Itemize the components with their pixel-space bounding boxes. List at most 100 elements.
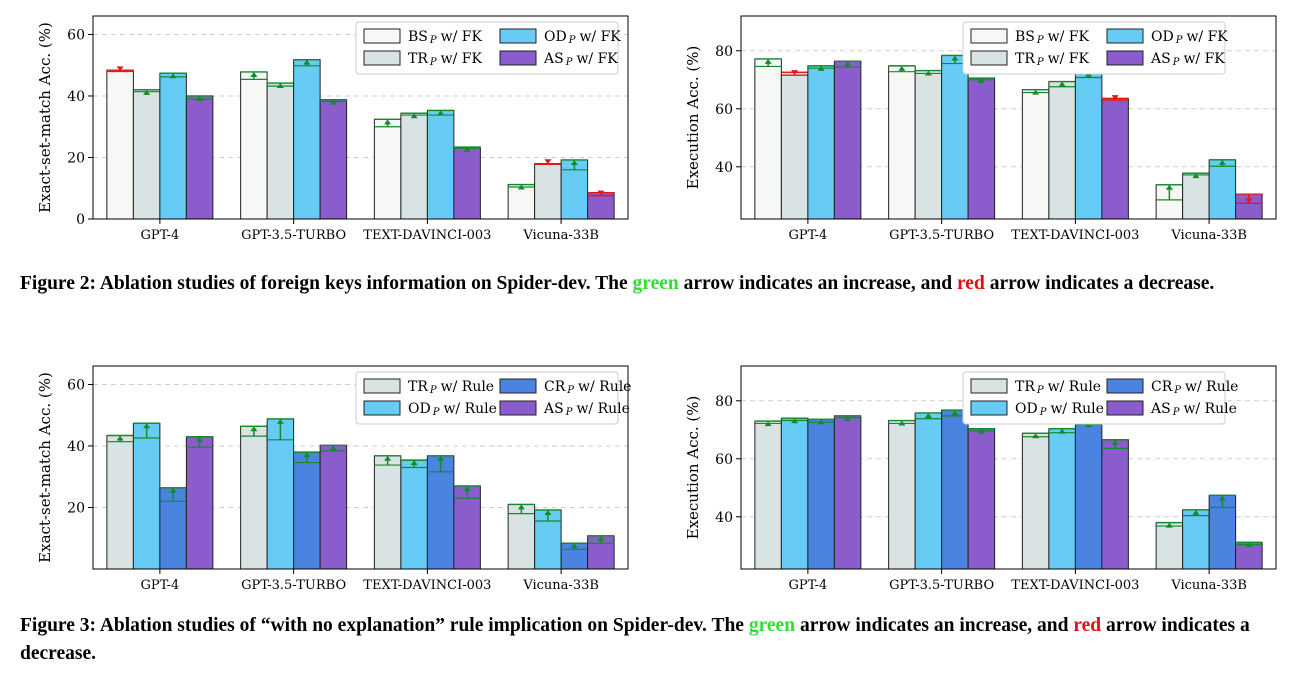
fig2-ex-bar-od-vicuna-33b xyxy=(1208,159,1237,220)
fig2-ex-bar-as-gpt-3-5-turbo xyxy=(967,77,996,220)
fig2-ex-frame xyxy=(740,15,1277,220)
fig3-esm-arrow-head-tr-vicuna-33b xyxy=(517,504,525,510)
fig3-ex-ylabel: Execution Acc. (%) xyxy=(684,396,702,540)
fig3-ex-ytick-label-2: 80 xyxy=(715,394,733,410)
fig2-ex-ytick-label-2: 80 xyxy=(715,44,733,60)
fig2-esm-bar-as-gpt-3-5-turbo xyxy=(319,99,348,220)
fig3-ex-arrow-head-tr-vicuna-33b xyxy=(1165,522,1173,528)
fig2-esm-ytick-label-1: 20 xyxy=(67,150,85,166)
fig3-esm-bar-tr-vicuna-33b xyxy=(507,503,536,570)
fig3-ex-legend-swatch-tr xyxy=(970,378,1008,394)
fig3-ex-bar-tr-gpt-4 xyxy=(754,420,782,570)
fig3-esm-arrow-head-tr-text-davinci-003 xyxy=(384,455,392,461)
fig3-esm-bar-od-gpt-3-5-turbo xyxy=(266,418,295,570)
fig2-ex-xtick-label-gpt-4: GPT-4 xyxy=(788,228,827,243)
fig2-esm-arrow-head-tr-text-davinci-003 xyxy=(410,113,418,119)
fig2-ex-legend-swatch-bs xyxy=(970,28,1008,44)
fig3-esm-legend-swatch-as xyxy=(499,400,537,416)
fig2-esm-arrow-head-tr-gpt-3-5-turbo xyxy=(276,83,284,89)
figure-2-green-word: green xyxy=(632,273,679,294)
fig3-esm-arrow-head-od-gpt-3-5-turbo xyxy=(276,418,284,424)
fig2-esm-arrow-head-bs-text-davinci-003 xyxy=(384,119,392,125)
fig3-ex-bar-cr-gpt-4 xyxy=(807,418,835,570)
fig2-esm-arrow-head-as-gpt-3-5-turbo xyxy=(329,99,337,105)
fig2-ex-chart: 40 60 80 Execution Acc. (%) GPT-4 GPT-3.5-TUR… xyxy=(648,0,1296,252)
fig3-esm-arrow-head-cr-gpt-4 xyxy=(169,487,177,493)
figure-2-red-word: red xyxy=(957,273,985,294)
fig2-ex-bar-bs-text-davinci-003 xyxy=(1021,89,1050,220)
fig3-ex-arrow-head-od-gpt-4 xyxy=(791,418,799,424)
fig2-esm-xtick-label-text-davinci-003: TEXT-DAVINCI-003 xyxy=(363,228,491,243)
fig3-esm-bar-tr-text-davinci-003 xyxy=(373,455,402,570)
fig2-ex-legend xyxy=(962,21,1226,75)
fig3-ex-bar-cr-text-davinci-003 xyxy=(1074,421,1103,570)
fig2-ex-bar-tr-gpt-3-5-turbo xyxy=(914,70,943,220)
fig3-ex-arrow-head-as-vicuna-33b xyxy=(1245,542,1253,548)
fig3-ex-arrow-head-od-text-davinci-003 xyxy=(1058,428,1066,434)
fig3-ex-bar-as-text-davinci-003 xyxy=(1101,439,1129,570)
fig2-esm-bar-bs-vicuna-33b xyxy=(507,184,536,220)
fig3-ex-arrow-head-cr-gpt-3-5-turbo xyxy=(951,410,959,416)
fig3-esm-bar-od-text-davinci-003 xyxy=(400,459,428,570)
fig3-ex-xtick-label-text-davinci-003: TEXT-DAVINCI-003 xyxy=(1011,578,1139,593)
fig3-esm-xtick-label-gpt-4: GPT-4 xyxy=(140,578,179,593)
fig3-ex-arrow-head-cr-text-davinci-003 xyxy=(1085,422,1093,428)
fig3-ex-xtick-label-gpt-3-5-turbo: GPT-3.5-TURBO xyxy=(889,578,994,593)
fig3-ex-bar-tr-vicuna-33b xyxy=(1155,522,1184,570)
fig3-esm-arrow-head-tr-gpt-4 xyxy=(116,435,124,441)
fig2-esm-bar-tr-text-davinci-003 xyxy=(400,112,428,220)
fig2-ex-bar-tr-gpt-4 xyxy=(780,71,809,220)
fig2-ex-arrow-head-as-gpt-4 xyxy=(844,61,852,67)
fig3-esm-arrow-head-od-text-davinci-003 xyxy=(410,460,418,466)
fig3-ex-arrow-head-as-gpt-4 xyxy=(844,415,852,421)
fig2-ex-arrow-head-od-vicuna-33b xyxy=(1218,159,1226,165)
fig2-ex-ylabel: Execution Acc. (%) xyxy=(684,46,702,190)
figure-3-label: Figure 3: xyxy=(20,615,97,636)
fig2-ex-arrow-head-tr-vicuna-33b xyxy=(1192,173,1200,179)
fig3-esm-arrow-head-cr-vicuna-33b xyxy=(570,543,578,549)
fig2-esm-bar-as-vicuna-33b xyxy=(587,192,615,220)
fig3-esm-chart: 20 40 60 Exact-set-match Acc. (%) GPT-4 GPT-3… xyxy=(0,350,648,602)
fig2-ex-xtick-label-vicuna-33b: Vicuna-33B xyxy=(1170,228,1247,243)
fig3-esm-bar-od-gpt-4 xyxy=(132,422,161,570)
fig2-esm-arrow-head-as-gpt-4 xyxy=(196,95,204,101)
fig3-ex-bar-od-gpt-3-5-turbo xyxy=(914,412,943,570)
fig3-esm-arrow-head-od-gpt-4 xyxy=(143,423,151,429)
fig3-esm-legend-swatch-cr xyxy=(499,378,537,394)
fig2-esm-legend-swatch-as xyxy=(499,50,537,66)
figure-2-caption-text: Ablation studies of foreign keys informa… xyxy=(99,273,628,294)
fig3-esm-ylabel: Exact-set-match Acc. (%) xyxy=(36,372,54,563)
fig2-ex-xtick-label-gpt-3-5-turbo: GPT-3.5-TURBO xyxy=(889,228,994,243)
fig2-esm-bar-bs-gpt-3-5-turbo xyxy=(240,71,268,220)
fig2-esm-bar-od-gpt-4 xyxy=(159,72,187,220)
fig2-ex-arrow-head-as-gpt-3-5-turbo xyxy=(977,78,985,84)
fig2-esm-bar-as-text-davinci-003 xyxy=(453,146,481,220)
figure-3-caption: Figure 3: Ablation studies of “with no e… xyxy=(20,612,1282,668)
fig3-ex-frame xyxy=(740,365,1277,570)
fig3-ex-legend xyxy=(962,371,1226,425)
fig3-esm-bar-as-text-davinci-003 xyxy=(453,485,481,570)
fig2-esm-arrow-head-od-vicuna-33b xyxy=(570,159,578,165)
fig3-ex-bar-od-gpt-4 xyxy=(780,417,809,570)
fig2-ex-ytick-label-0: 40 xyxy=(715,160,733,176)
figure-3-caption-text: Ablation studies of “with no explanation… xyxy=(99,615,744,636)
figure-3-caption-end: arrow indicates a decrease. xyxy=(20,615,1250,664)
fig2-esm-frame xyxy=(92,15,629,220)
fig2-ex-legend-swatch-as xyxy=(1106,50,1144,66)
fig2-esm-ytick-label-0: 0 xyxy=(76,212,85,228)
fig3-esm-bar-cr-gpt-3-5-turbo xyxy=(293,451,321,570)
fig3-ex-bar-as-gpt-4 xyxy=(833,415,862,570)
fig2-esm-ytick-label-3: 60 xyxy=(67,27,85,43)
fig2-ex-bar-od-gpt-4 xyxy=(807,65,835,220)
fig3-esm-bar-as-gpt-4 xyxy=(185,436,214,570)
